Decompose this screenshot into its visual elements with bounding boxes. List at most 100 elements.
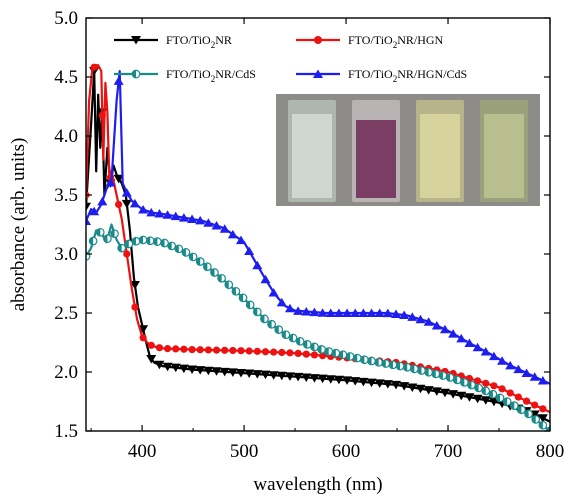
- data-point: [481, 386, 491, 396]
- data-point: [131, 36, 141, 45]
- data-point: [181, 248, 191, 257]
- data-point: [90, 63, 98, 71]
- data-point: [410, 364, 419, 374]
- inset-film-2: [352, 100, 400, 202]
- data-point: [227, 229, 238, 239]
- data-point: [402, 362, 412, 372]
- data-point: [288, 333, 298, 343]
- data-point-fill: [153, 237, 158, 246]
- data-point: [113, 76, 124, 85]
- data-point: [217, 273, 226, 283]
- data-point: [129, 280, 140, 290]
- y-tick-label: 1.5: [54, 421, 78, 442]
- data-point-fill: [175, 245, 179, 253]
- data-point: [95, 227, 105, 237]
- data-point: [325, 308, 336, 317]
- data-point: [522, 397, 531, 405]
- data-point: [252, 260, 263, 270]
- data-point: [121, 199, 132, 209]
- data-point: [452, 375, 462, 385]
- data-point: [154, 360, 165, 370]
- data-point: [203, 218, 214, 227]
- data-point: [274, 325, 284, 334]
- legend-item-1: FTO/TiO2NR: [114, 33, 232, 50]
- data-point: [431, 387, 442, 396]
- data-point-fill: [374, 358, 379, 367]
- data-point-fill: [367, 357, 372, 365]
- data-point-fill: [282, 330, 286, 339]
- data-point: [286, 349, 294, 357]
- data-point: [293, 306, 304, 315]
- data-point: [196, 346, 204, 354]
- data-point: [366, 308, 377, 317]
- data-point: [399, 310, 410, 320]
- data-point: [245, 347, 253, 355]
- data-point: [309, 307, 320, 317]
- data-point: [358, 308, 369, 317]
- data-point: [464, 338, 475, 348]
- data-point: [187, 365, 198, 375]
- data-point: [488, 351, 499, 361]
- x-tick-label: 600: [332, 441, 361, 462]
- data-point-fill: [482, 387, 486, 395]
- data-point: [124, 239, 134, 249]
- data-point: [238, 293, 248, 303]
- data-point: [276, 297, 287, 307]
- data-point: [138, 205, 149, 214]
- data-point: [123, 250, 131, 258]
- data-point-fill: [289, 334, 294, 342]
- data-point: [302, 340, 312, 349]
- data-point: [178, 213, 189, 222]
- data-point: [407, 383, 418, 392]
- data-point: [267, 319, 276, 329]
- data-point: [325, 375, 336, 384]
- data-point-fill: [510, 401, 515, 410]
- data-point: [366, 378, 377, 388]
- data-point-fill: [239, 294, 244, 302]
- data-point: [415, 314, 426, 324]
- data-point: [252, 370, 263, 379]
- data-point: [195, 366, 206, 375]
- data-point: [268, 371, 279, 380]
- data-point: [417, 366, 426, 375]
- data-point-fill: [396, 362, 401, 370]
- data-point: [331, 348, 341, 358]
- data-point: [537, 375, 548, 385]
- data-point: [506, 389, 514, 397]
- data-point: [284, 303, 295, 313]
- y-tick-label: 3.0: [54, 244, 78, 265]
- data-point-fill: [417, 366, 422, 375]
- series-layer: [86, 63, 550, 431]
- data-point: [174, 244, 184, 254]
- data-point: [244, 369, 255, 379]
- data-point: [219, 367, 230, 377]
- data-point: [438, 371, 448, 380]
- film-coating: [292, 114, 332, 198]
- data-point: [276, 371, 287, 381]
- data-point-fill: [196, 257, 201, 266]
- data-point: [464, 393, 475, 402]
- data-point: [502, 397, 512, 406]
- data-point: [472, 342, 483, 352]
- data-point: [160, 238, 169, 248]
- data-point: [167, 241, 177, 251]
- data-point: [295, 336, 305, 346]
- data-point: [121, 188, 132, 197]
- film-coating: [484, 114, 524, 198]
- data-point: [415, 384, 426, 394]
- data-point-fill: [274, 325, 279, 334]
- data-point: [374, 357, 384, 367]
- axes: 400 500 600 700 800 1.5 2.0 2.5 3.0 3.5 4.0 4.5 5.0: [54, 8, 564, 462]
- data-point: [538, 420, 548, 430]
- data-point: [227, 368, 238, 377]
- data-point: [113, 174, 124, 184]
- data-point: [180, 345, 188, 353]
- data-point: [170, 363, 181, 373]
- data-point-fill: [225, 280, 229, 289]
- data-point: [480, 347, 491, 356]
- data-point: [545, 426, 550, 431]
- data-point: [309, 374, 320, 383]
- data-point-fill: [139, 236, 144, 244]
- data-point: [284, 372, 295, 381]
